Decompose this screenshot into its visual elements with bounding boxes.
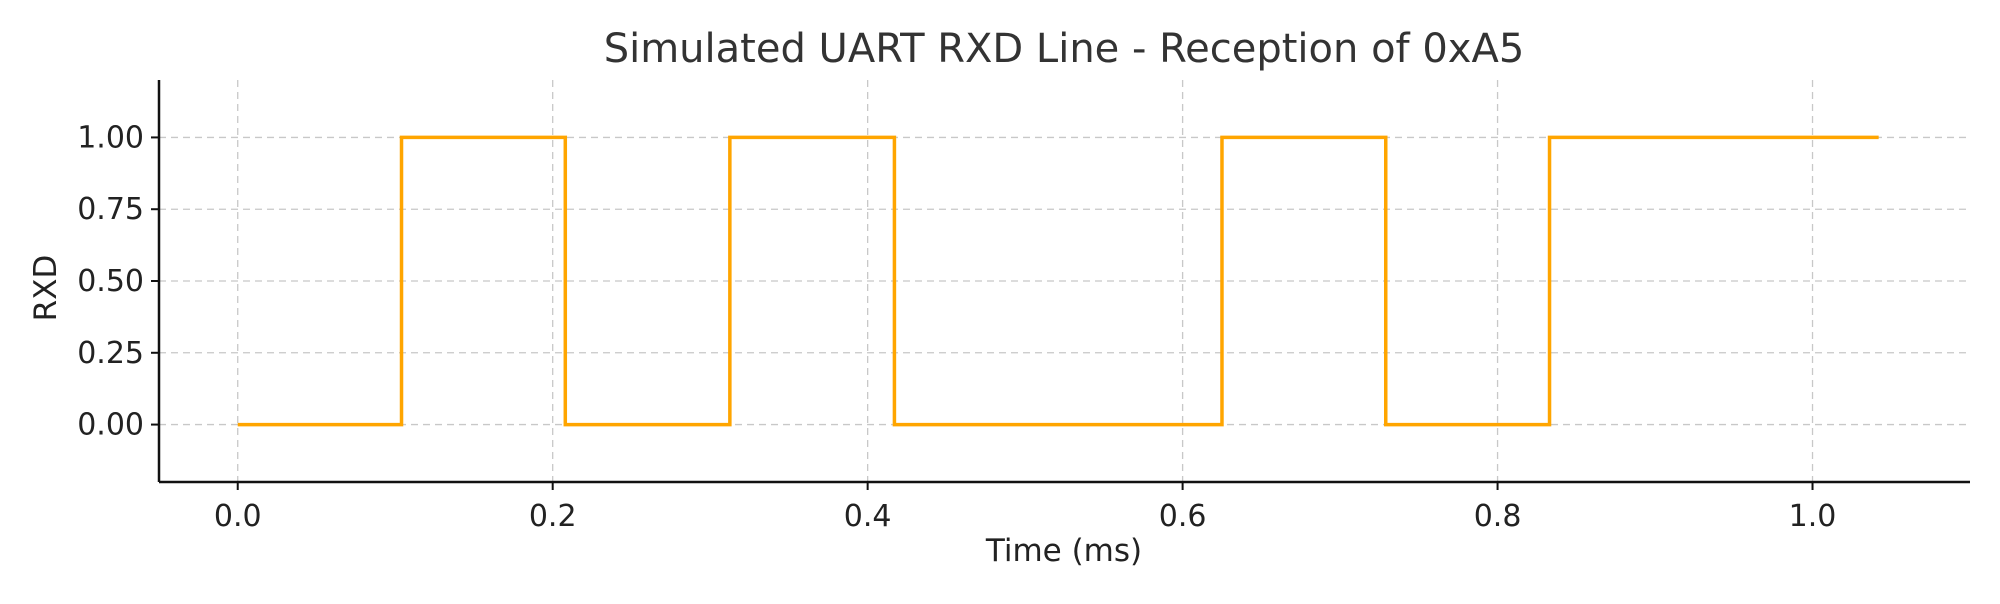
x-tick-label-2: 0.4 (844, 499, 892, 534)
chart-title: Simulated UART RXD Line - Reception of 0… (604, 26, 1525, 72)
x-axis-label: Time (ms) (985, 533, 1142, 569)
x-tick-label-3: 0.6 (1159, 499, 1207, 534)
y-tick-label-2: 0.50 (77, 264, 144, 299)
x-tick-label-5: 1.0 (1789, 499, 1837, 534)
x-tick-label-1: 0.2 (529, 499, 577, 534)
ticks: 0.0 0.2 0.4 0.6 0.8 1.0 0.00 0.25 0.50 0.75 1.00 (77, 120, 1836, 534)
y-tick-label-4: 1.00 (77, 120, 144, 155)
x-tick-label-4: 0.8 (1474, 499, 1522, 534)
series-line-rxd (237, 135, 1879, 427)
y-axis-label: RXD (28, 255, 64, 322)
grid (159, 80, 1970, 482)
x-tick-label-0: 0.0 (214, 499, 262, 534)
series (237, 135, 1879, 427)
y-tick-label-1: 0.25 (77, 336, 144, 371)
y-tick-label-0: 0.00 (77, 408, 144, 443)
y-tick-label-3: 0.75 (77, 192, 144, 227)
